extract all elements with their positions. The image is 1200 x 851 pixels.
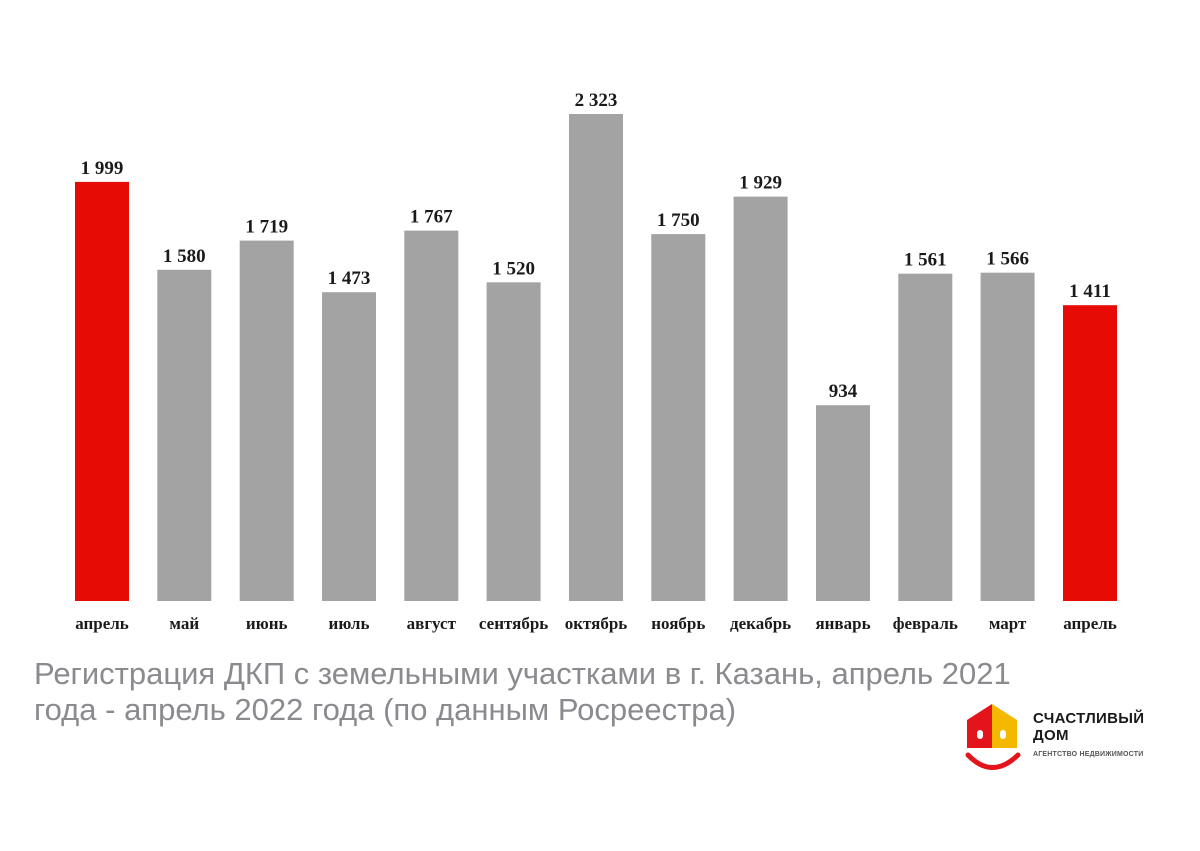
- value-label-2: 1 719: [245, 217, 288, 238]
- bar-5: [486, 282, 541, 601]
- category-labels-group: апрель май июнь июль август сентябрь октябрь но…: [75, 614, 1117, 633]
- category-label-12: апрель: [1063, 614, 1117, 633]
- value-label-6: 2 323: [575, 90, 618, 111]
- bar-8: [733, 196, 788, 601]
- category-label-3: июль: [329, 614, 370, 633]
- bar-7: [651, 234, 706, 601]
- value-label-5: 1 520: [492, 258, 535, 279]
- bars-group: [75, 114, 1117, 601]
- value-label-4: 1 767: [410, 207, 453, 228]
- bar-11: [980, 272, 1035, 601]
- bar-10: [898, 273, 953, 601]
- bar-4: [404, 230, 459, 601]
- logo-name: СЧАСТЛИВЫЙ ДОМ: [1033, 710, 1144, 744]
- caption-line-2: года - апрель 2022 года (по данным Росре…: [34, 692, 737, 727]
- value-label-3: 1 473: [328, 268, 371, 289]
- value-label-9: 934: [829, 381, 858, 402]
- category-label-8: декабрь: [730, 614, 791, 633]
- category-label-4: август: [407, 614, 457, 633]
- bar-6: [569, 114, 623, 601]
- house-smile-icon: [965, 704, 1021, 770]
- value-label-1: 1 580: [163, 246, 206, 267]
- category-label-2: июнь: [246, 614, 288, 633]
- value-label-10: 1 561: [904, 250, 947, 271]
- category-label-0: апрель: [75, 614, 129, 633]
- value-label-0: 1 999: [81, 158, 124, 179]
- bar-3: [322, 292, 376, 601]
- bar-2: [239, 240, 294, 601]
- category-label-5: сентябрь: [479, 614, 548, 633]
- logo-tagline: АГЕНТСТВО НЕДВИЖИМОСТИ: [1033, 751, 1144, 758]
- logo-name-line-1: СЧАСТЛИВЫЙ: [1033, 710, 1145, 727]
- value-labels-group: 1 999 1 580 1 719 1 473 1 767 1 520 2 323 1 750…: [81, 90, 1111, 402]
- caption-line-1: Регистрация ДКП с земельными участками в…: [34, 656, 1011, 691]
- value-label-8: 1 929: [739, 173, 782, 194]
- bar-1: [157, 269, 212, 601]
- category-label-10: февраль: [893, 614, 958, 633]
- category-label-6: октябрь: [565, 614, 628, 633]
- bar-0: [75, 181, 129, 601]
- category-label-11: март: [989, 614, 1027, 633]
- value-label-11: 1 566: [986, 249, 1029, 270]
- bar-9: [816, 405, 870, 601]
- value-label-7: 1 750: [657, 210, 700, 231]
- value-label-12: 1 411: [1069, 281, 1111, 302]
- bar-chart: 1 999 1 580 1 719 1 473 1 767 1 520 2 323 1 750…: [75, 90, 1117, 633]
- logo-name-line-2: ДОМ: [1033, 727, 1069, 744]
- bar-12: [1063, 305, 1117, 601]
- chart-caption: Регистрация ДКП с земельными участками в…: [34, 656, 1134, 728]
- category-label-1: май: [169, 614, 199, 633]
- category-label-9: январь: [815, 614, 870, 633]
- category-label-7: ноябрь: [651, 614, 705, 633]
- company-logo: СЧАСТЛИВЫЙ ДОМ АГЕНТСТВО НЕДВИЖИМОСТИ: [964, 700, 1164, 772]
